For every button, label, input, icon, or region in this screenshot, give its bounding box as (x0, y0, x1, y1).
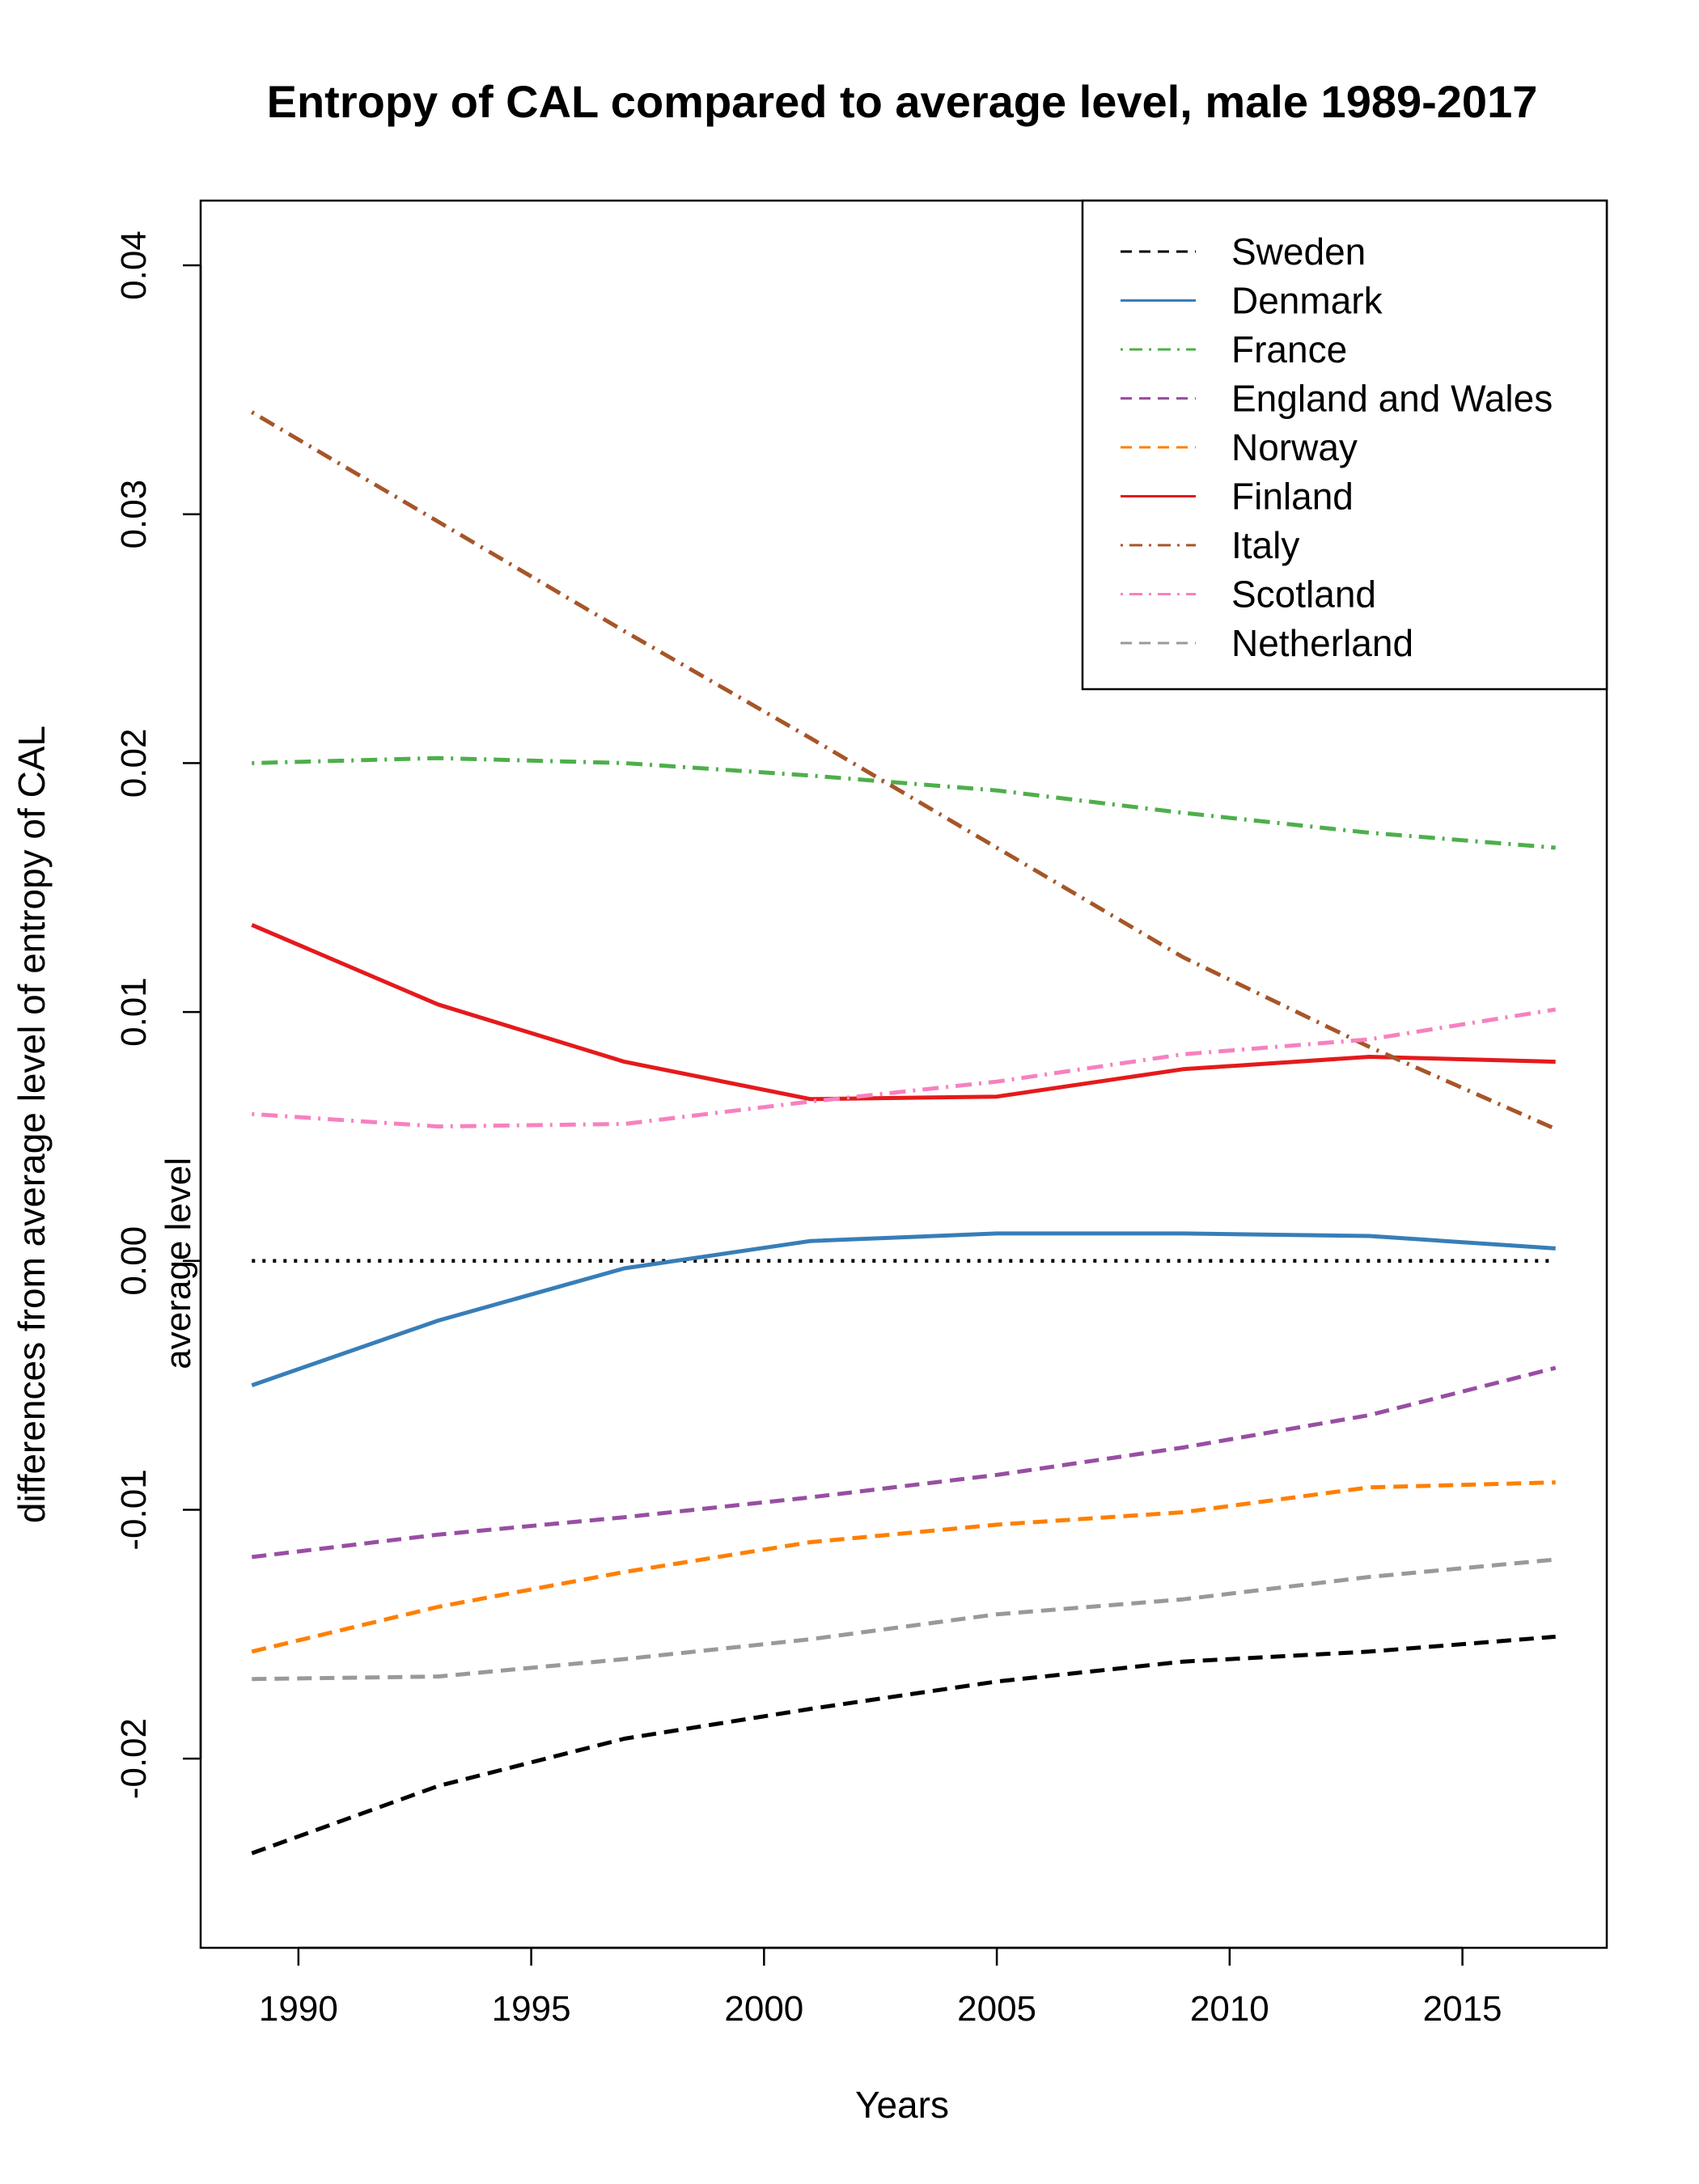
series-layer: average level (159, 410, 1557, 1856)
legend-label-netherland: Netherland (1231, 622, 1413, 664)
x-tick-label: 2010 (1190, 1989, 1269, 2029)
x-tick-label: 1990 (259, 1989, 338, 2029)
x-axis: 1990 1995 2000 2005 2010 2015 (259, 1946, 1502, 2029)
chart-title: Entropy of CAL compared to average level… (267, 76, 1538, 127)
y-axis: -0.02 -0.01 0.00 0.01 0.02 0.03 0.04 (114, 231, 202, 1799)
x-tick-label: 2015 (1423, 1989, 1502, 2029)
series-line-italy (251, 410, 1557, 1131)
legend-label-denmark: Denmark (1231, 280, 1383, 322)
y-tick-label: 0.00 (114, 1226, 154, 1296)
series-line-finland (251, 923, 1556, 1102)
series-line-france (252, 756, 1556, 850)
legend-label-sweden: Sweden (1231, 231, 1366, 273)
legend-box (1081, 199, 1608, 691)
reference-line-label: average level (159, 1158, 198, 1369)
legend-label-france: France (1231, 328, 1347, 370)
legend: Sweden Denmark France England and Wales Norw… (1081, 199, 1608, 691)
y-axis-title: differences from average level of entrop… (11, 726, 53, 1523)
y-tick-label: -0.01 (114, 1469, 154, 1550)
series-line-sweden (251, 1634, 1556, 1856)
y-tick-label: 0.03 (114, 480, 154, 549)
legend-label-finland: Finland (1231, 476, 1354, 518)
legend-label-scotland: Scotland (1231, 574, 1376, 616)
y-tick-label: 0.01 (114, 977, 154, 1047)
legend-label-italy: Italy (1231, 524, 1299, 566)
series-line-denmark (251, 1231, 1556, 1387)
series-line-scotland (252, 1007, 1557, 1129)
series-line-norway (251, 1480, 1556, 1654)
x-axis-title: Years (855, 2084, 949, 2126)
y-tick-label: 0.02 (114, 729, 154, 798)
x-tick-label: 2000 (724, 1989, 803, 2029)
y-tick-label: -0.02 (114, 1718, 154, 1799)
series-line-netherland (252, 1557, 1556, 1682)
x-tick-label: 1995 (492, 1989, 571, 2029)
x-tick-label: 2005 (957, 1989, 1036, 2029)
legend-label-england-and-wales: England and Wales (1231, 378, 1553, 420)
legend-label-norway: Norway (1231, 426, 1358, 468)
series-line-england-and-wales (252, 1365, 1557, 1560)
y-tick-label: 0.04 (114, 231, 154, 300)
